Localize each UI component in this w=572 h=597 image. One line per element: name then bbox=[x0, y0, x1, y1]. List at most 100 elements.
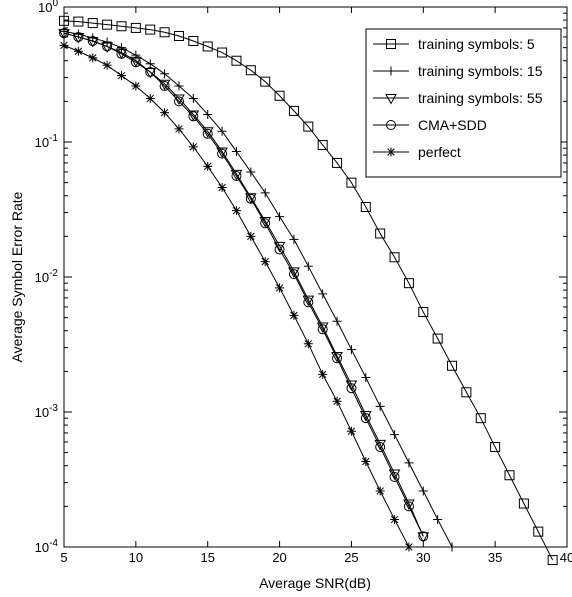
data-point bbox=[160, 108, 170, 118]
data-point bbox=[102, 60, 112, 70]
data-point bbox=[273, 241, 286, 253]
legend-label: training symbols: 15 bbox=[418, 63, 543, 79]
data-point bbox=[375, 401, 385, 411]
data-point bbox=[173, 30, 184, 41]
data-point bbox=[389, 252, 400, 263]
data-point bbox=[145, 59, 155, 69]
data-point bbox=[188, 142, 198, 152]
data-point bbox=[533, 526, 544, 537]
data-point bbox=[274, 244, 285, 255]
data-point bbox=[160, 69, 170, 79]
data-point bbox=[116, 48, 127, 59]
data-point bbox=[404, 542, 414, 552]
x-tick-label: 10 bbox=[129, 550, 143, 565]
data-point bbox=[490, 442, 501, 453]
data-point bbox=[386, 120, 396, 130]
data-point bbox=[130, 22, 141, 33]
series-line bbox=[63, 32, 424, 537]
data-point bbox=[203, 161, 213, 171]
legend-entry: training symbols: 5 bbox=[373, 36, 535, 52]
data-point bbox=[116, 21, 127, 32]
data-point bbox=[288, 269, 299, 280]
data-point bbox=[345, 380, 358, 391]
data-point bbox=[217, 126, 227, 136]
data-point bbox=[386, 39, 396, 49]
data-point bbox=[361, 373, 371, 383]
data-point bbox=[289, 234, 299, 244]
data-point bbox=[386, 66, 396, 76]
y-tick-labels: 100 10-1 10-2 10-3 10-4 bbox=[35, 0, 59, 555]
data-point bbox=[73, 31, 84, 42]
x-tick-label: 35 bbox=[488, 550, 502, 565]
data-point bbox=[203, 109, 213, 119]
data-point bbox=[302, 295, 315, 307]
data-point bbox=[316, 322, 329, 334]
data-point bbox=[275, 283, 285, 293]
data-point bbox=[246, 167, 256, 177]
y-tick-label: 10-1 bbox=[35, 133, 59, 150]
data-point bbox=[245, 193, 256, 204]
data-point bbox=[116, 43, 126, 53]
data-point bbox=[73, 16, 84, 27]
data-point bbox=[145, 94, 155, 103]
data-point bbox=[201, 127, 214, 138]
data-point bbox=[374, 439, 387, 451]
data-point bbox=[461, 387, 472, 398]
data-point bbox=[173, 96, 184, 107]
data-point bbox=[388, 469, 401, 481]
data-point bbox=[361, 456, 371, 466]
data-point bbox=[332, 396, 342, 406]
data-point bbox=[375, 486, 385, 496]
data-point bbox=[475, 413, 486, 424]
data-point bbox=[59, 15, 69, 26]
data-point bbox=[59, 40, 69, 50]
series-layer bbox=[58, 15, 558, 566]
data-point bbox=[159, 80, 170, 91]
y-tick-label: 10-4 bbox=[35, 538, 59, 555]
data-point bbox=[102, 19, 113, 30]
data-point bbox=[275, 212, 285, 222]
data-point bbox=[202, 128, 213, 139]
data-point bbox=[403, 499, 415, 511]
data-point bbox=[360, 202, 371, 213]
series-3 bbox=[59, 28, 429, 542]
x-tick-label: 5 bbox=[60, 550, 67, 565]
data-point bbox=[217, 183, 227, 193]
series-line bbox=[63, 30, 453, 548]
data-point bbox=[403, 501, 414, 512]
data-point bbox=[547, 555, 558, 566]
data-point bbox=[346, 426, 356, 436]
y-tick-label: 10-2 bbox=[35, 268, 59, 285]
data-point bbox=[386, 147, 396, 157]
legend-label: CMA+SDD bbox=[418, 117, 487, 133]
data-point bbox=[231, 55, 242, 66]
data-point bbox=[385, 94, 397, 105]
data-point bbox=[318, 369, 328, 379]
axis-ticks bbox=[63, 6, 568, 548]
data-point bbox=[188, 94, 198, 103]
legend-label: training symbols: 5 bbox=[418, 36, 535, 52]
data-point bbox=[346, 383, 357, 394]
data-point bbox=[332, 157, 343, 168]
data-point bbox=[390, 430, 400, 440]
data-point bbox=[318, 289, 328, 299]
data-point bbox=[288, 267, 300, 278]
data-point bbox=[375, 228, 386, 239]
data-point bbox=[59, 28, 69, 39]
x-tick-label: 20 bbox=[272, 550, 286, 565]
data-point bbox=[390, 514, 400, 524]
data-point bbox=[418, 531, 429, 542]
data-point bbox=[246, 231, 256, 241]
data-point bbox=[159, 27, 170, 38]
data-point bbox=[174, 81, 184, 91]
data-point bbox=[518, 498, 529, 509]
x-axis-title: Average SNR(dB) bbox=[259, 575, 371, 591]
legend-entry: training symbols: 55 bbox=[373, 90, 543, 106]
data-point bbox=[303, 261, 313, 271]
data-point bbox=[260, 188, 270, 198]
data-point bbox=[217, 148, 228, 159]
data-point bbox=[173, 94, 185, 106]
series-2 bbox=[58, 29, 430, 543]
data-point bbox=[188, 35, 199, 46]
data-point bbox=[187, 110, 200, 121]
